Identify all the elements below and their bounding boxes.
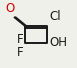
- Text: F: F: [17, 33, 24, 46]
- Text: O: O: [6, 2, 15, 15]
- Text: F: F: [17, 46, 24, 59]
- Text: Cl: Cl: [49, 10, 61, 23]
- Text: OH: OH: [49, 36, 67, 49]
